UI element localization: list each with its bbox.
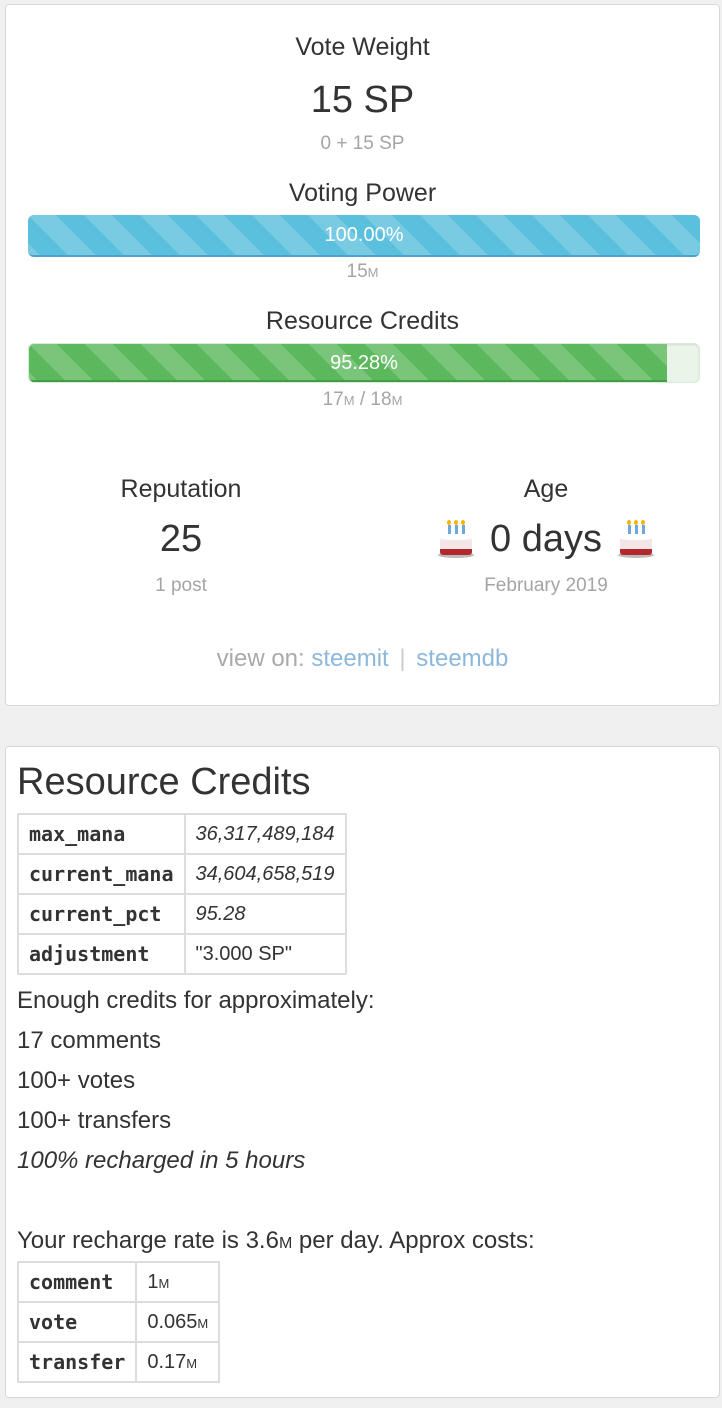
vote-weight-detail: 0 + 15 SP [320, 133, 405, 154]
vote-weight-value: 15 SP [310, 79, 415, 121]
cost-table: comment 1M vote 0.065M transfer 0.17M [16, 1261, 221, 1383]
table-row: adjustment "3.000 SP" [17, 933, 347, 975]
cost-value: 1M [135, 1261, 221, 1303]
mana-key: current_mana [17, 853, 186, 895]
mana-value: "3.000 SP" [183, 933, 347, 975]
reputation-title: Reputation [120, 475, 242, 503]
cost-key: transfer [16, 1341, 138, 1383]
recharge-rate-text: Your recharge rate is 3.6M per day. Appr… [17, 1227, 535, 1254]
voting-power-bar: 100.00% [28, 215, 700, 257]
age-detail: February 2019 [484, 575, 608, 596]
steemit-link[interactable]: steemit [311, 645, 389, 672]
table-row: max_mana 36,317,489,184 [17, 813, 347, 855]
voting-power-title: Voting Power [288, 179, 437, 207]
cost-key: vote [16, 1301, 138, 1343]
mana-table: max_mana 36,317,489,184 current_mana 34,… [17, 813, 347, 975]
transfers-estimate: 100+ transfers [17, 1107, 172, 1134]
age-title: Age [523, 475, 569, 503]
mana-key: max_mana [17, 813, 186, 855]
votes-estimate: 100+ votes [17, 1067, 136, 1094]
resource-credits-title: Resource Credits [265, 307, 460, 335]
cost-value: 0.17M [135, 1341, 221, 1383]
voting-power-amount: 15M [346, 261, 379, 282]
mana-key: adjustment [17, 933, 186, 975]
comments-estimate: 17 comments [17, 1027, 162, 1054]
enough-credits-text: Enough credits for approximately: [17, 987, 375, 1014]
table-row: current_mana 34,604,658,519 [17, 853, 347, 895]
mana-value: 36,317,489,184 [183, 813, 347, 855]
age-value: 0 days [490, 518, 602, 560]
steemdb-link[interactable]: steemdb [416, 645, 509, 672]
table-row: transfer 0.17M [16, 1341, 221, 1383]
recharge-time: 100% recharged in 5 hours [17, 1147, 306, 1174]
resource-credits-panel: Resource Credits max_mana 36,317,489,184… [5, 746, 720, 1398]
rc-panel-title: Resource Credits [17, 761, 311, 803]
resource-credits-percent: 95.28% [330, 351, 398, 374]
cost-key: comment [16, 1261, 138, 1303]
voting-power-bar-fill [28, 215, 700, 255]
reputation-detail: 1 post [155, 575, 207, 596]
mana-value: 95.28 [183, 893, 347, 935]
reputation-block: Reputation 25 1 post [6, 475, 356, 597]
resource-credits-bar: 95.28% [28, 343, 700, 383]
resource-credits-amount: 17M / 18M [322, 389, 403, 410]
mana-value: 34,604,658,519 [183, 853, 347, 895]
link-separator: | [399, 645, 406, 672]
cost-value: 0.065M [135, 1301, 221, 1343]
voting-power-percent: 100.00% [324, 223, 404, 246]
mana-key: current_pct [17, 893, 186, 935]
view-on-links: view on: steemit | steemdb [6, 645, 719, 673]
birthday-cake-icon [436, 519, 476, 560]
table-row: current_pct 95.28 [17, 893, 347, 935]
vote-weight-title: Vote Weight [295, 33, 430, 61]
age-value-row: 0 days [371, 518, 721, 561]
reputation-value: 25 [159, 518, 203, 560]
birthday-cake-icon [616, 519, 656, 560]
table-row: comment 1M [16, 1261, 221, 1303]
table-row: vote 0.065M [16, 1301, 221, 1343]
view-on-label: view on: [216, 645, 305, 672]
account-stats-panel: Vote Weight 15 SP 0 + 15 SP Voting Power… [5, 4, 720, 706]
age-block: Age 0 days February 2019 [371, 475, 721, 597]
resource-credits-bar-fill [29, 344, 668, 382]
